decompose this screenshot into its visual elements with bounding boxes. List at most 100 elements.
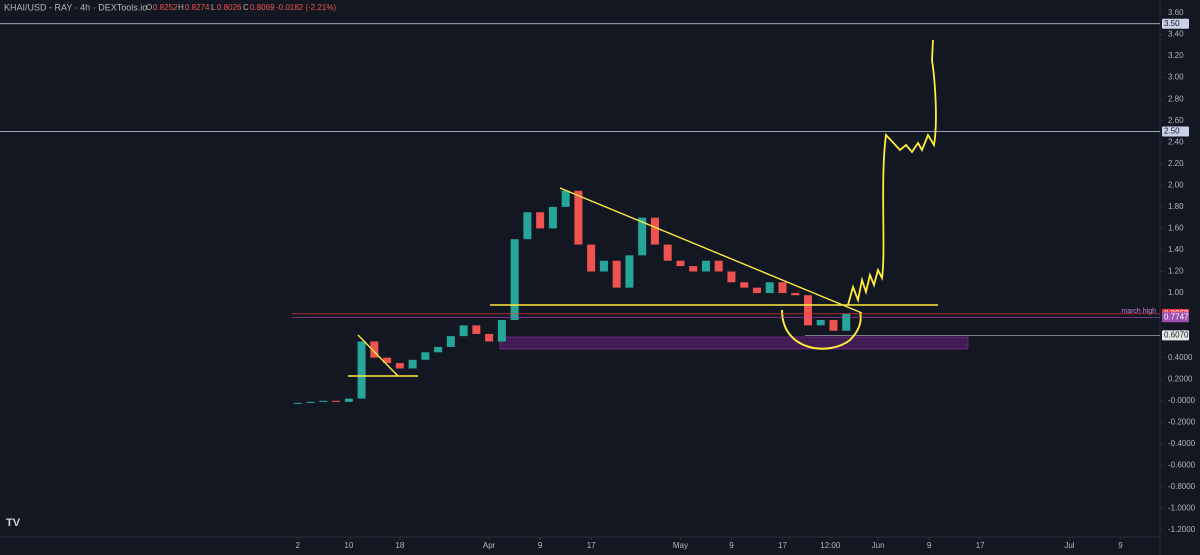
x-tick-label: Apr [483,541,496,550]
high-letter: H [178,3,184,12]
price-tag [1162,18,1189,29]
candle [816,319,825,326]
candle [523,212,532,240]
logo-text: TV [6,517,21,529]
candle [829,319,838,331]
candle [536,212,545,229]
candle [765,282,774,294]
y-tick-label: 2.40 [1168,137,1184,146]
candle [306,401,315,403]
y-tick-label: 1.80 [1168,202,1184,211]
x-tick-label: Jun [872,541,885,550]
y-tick-label: -0.4000 [1168,439,1196,448]
ohlc: O 0.8252 H 0.8274 L 0.8026 C 0.8069 -0.0… [146,3,336,12]
change: -0.0182 (-2.21%) [276,3,336,12]
candle [587,244,596,272]
candle [446,336,455,347]
trend-line [559,187,863,314]
candle [332,400,341,402]
x-tick-label: 10 [344,541,353,550]
price-tag-label: 2.50 [1164,127,1180,136]
y-tick-label: -1.0000 [1168,504,1196,513]
candle [625,255,634,288]
candle [497,319,506,342]
candle [293,402,302,404]
cup [781,309,862,350]
y-tick-label: -0.0000 [1168,396,1196,405]
y-tick-label: -0.8000 [1168,482,1196,491]
candle [663,244,672,261]
y-tick-label: 2.80 [1168,94,1184,103]
x-tick-label: 12:00 [820,541,841,550]
candle [370,341,379,358]
candle [791,293,800,296]
candle [434,346,443,353]
candle [561,190,570,207]
y-tick-label: -0.2000 [1168,417,1196,426]
candle [395,363,404,369]
candle [408,359,417,369]
candle [803,295,812,326]
x-tick-label: 17 [976,541,985,550]
price-tag [1162,312,1189,323]
candle [319,400,328,402]
y-tick-label: 1.20 [1168,267,1184,276]
candle [676,260,685,267]
candle [510,239,519,320]
candle [714,260,723,272]
zone-box [499,336,969,350]
close: 0.8069 [250,3,275,12]
annotation: march high [1121,308,1156,315]
logo: TV [6,517,21,529]
candle [740,282,749,288]
y-tick-label: 3.00 [1168,73,1184,82]
candle [599,260,608,272]
candle [638,217,647,256]
x-tick-label: 18 [395,541,404,550]
price-tag-label: 0.7747 [1164,312,1189,321]
candle [357,341,366,399]
candle [752,287,761,294]
y-tick-label: 1.60 [1168,224,1184,233]
x-tick-label: 9 [538,541,543,550]
price-tag [1162,330,1189,341]
high: 0.8274 [185,3,210,12]
candle [421,352,430,360]
y-tick-label: 0.4000 [1168,353,1193,362]
price-tag [1162,126,1189,137]
open: 0.8252 [153,3,178,12]
x-tick-label: 9 [1118,541,1123,550]
y-tick-label: 1.40 [1168,245,1184,254]
y-tick-label: 1.00 [1168,288,1184,297]
open-letter: O [146,3,152,12]
candle [689,266,698,272]
projection [847,39,937,306]
x-tick-label: 9 [927,541,932,550]
y-tick-label: 3.40 [1168,30,1184,39]
y-tick-label: 2.00 [1168,180,1184,189]
candle [472,325,481,334]
candle [485,333,494,342]
candle [459,325,468,337]
candle [701,260,710,272]
x-tick-label: May [673,541,688,550]
candle [842,313,851,331]
y-tick-label: -0.6000 [1168,460,1196,469]
y-tick-label: -1.2000 [1168,525,1196,534]
candle [574,190,583,245]
candle [650,217,659,245]
low: 0.8026 [217,3,242,12]
low-letter: L [211,3,216,12]
drawings [348,39,938,377]
x-tick-label: 2 [296,541,301,550]
y-tick-label: 3.20 [1168,51,1184,60]
symbol: KHAI/USD - RAY · 4h · DEXTools.io [4,2,147,12]
price-tag-label: 3.50 [1164,19,1180,28]
x-tick-label: 17 [778,541,787,550]
candle [344,398,353,402]
candle [612,260,621,288]
price-tag-label: 0.6070 [1164,330,1189,339]
x-tick-label: 9 [729,541,734,550]
